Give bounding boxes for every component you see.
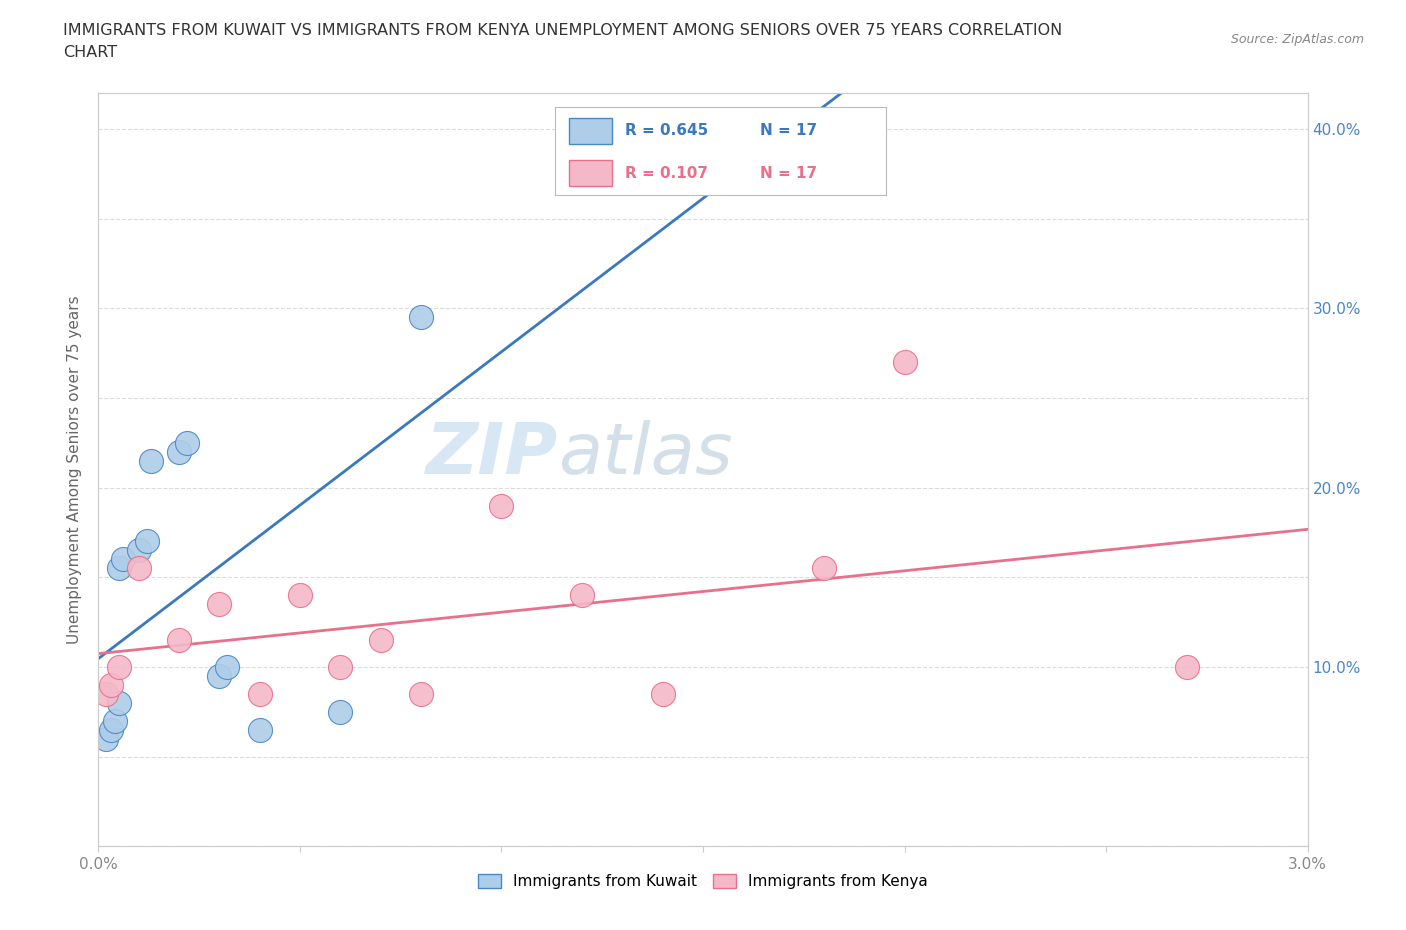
Point — [100, 677, 122, 692]
Point — [329, 659, 352, 674]
Point — [208, 669, 231, 684]
Text: N = 17: N = 17 — [761, 166, 817, 180]
Point — [107, 659, 129, 674]
Point — [288, 588, 311, 603]
Point — [651, 686, 673, 701]
Point — [128, 561, 150, 576]
Legend: Immigrants from Kuwait, Immigrants from Kenya: Immigrants from Kuwait, Immigrants from … — [472, 868, 934, 896]
Point — [571, 588, 593, 603]
Point — [249, 723, 271, 737]
Point — [100, 723, 122, 737]
Text: IMMIGRANTS FROM KUWAIT VS IMMIGRANTS FROM KENYA UNEMPLOYMENT AMONG SENIORS OVER : IMMIGRANTS FROM KUWAIT VS IMMIGRANTS FRO… — [63, 23, 1063, 38]
Point — [813, 561, 835, 576]
Point — [217, 659, 239, 674]
Y-axis label: Unemployment Among Seniors over 75 years: Unemployment Among Seniors over 75 years — [67, 296, 83, 644]
Point — [107, 696, 129, 711]
Point — [111, 551, 134, 566]
Point — [167, 445, 190, 459]
Text: R = 0.107: R = 0.107 — [624, 166, 707, 180]
Point — [135, 534, 157, 549]
Point — [96, 686, 118, 701]
Point — [893, 354, 915, 369]
Bar — [568, 117, 612, 144]
Point — [1175, 659, 1198, 674]
Point — [409, 310, 432, 325]
Bar — [568, 160, 612, 186]
Text: ZIP: ZIP — [426, 420, 558, 489]
Point — [329, 704, 352, 719]
Point — [167, 632, 190, 647]
Point — [370, 632, 392, 647]
Text: Source: ZipAtlas.com: Source: ZipAtlas.com — [1230, 33, 1364, 46]
Point — [128, 543, 150, 558]
Point — [409, 686, 432, 701]
Text: N = 17: N = 17 — [761, 124, 817, 139]
Point — [208, 597, 231, 612]
Point — [249, 686, 271, 701]
Point — [107, 561, 129, 576]
Text: atlas: atlas — [558, 420, 733, 489]
Point — [96, 731, 118, 746]
Text: R = 0.645: R = 0.645 — [624, 124, 709, 139]
Point — [491, 498, 513, 513]
Point — [139, 453, 162, 468]
Point — [612, 166, 634, 181]
Point — [176, 435, 198, 450]
Point — [103, 713, 125, 728]
Text: CHART: CHART — [63, 45, 117, 60]
